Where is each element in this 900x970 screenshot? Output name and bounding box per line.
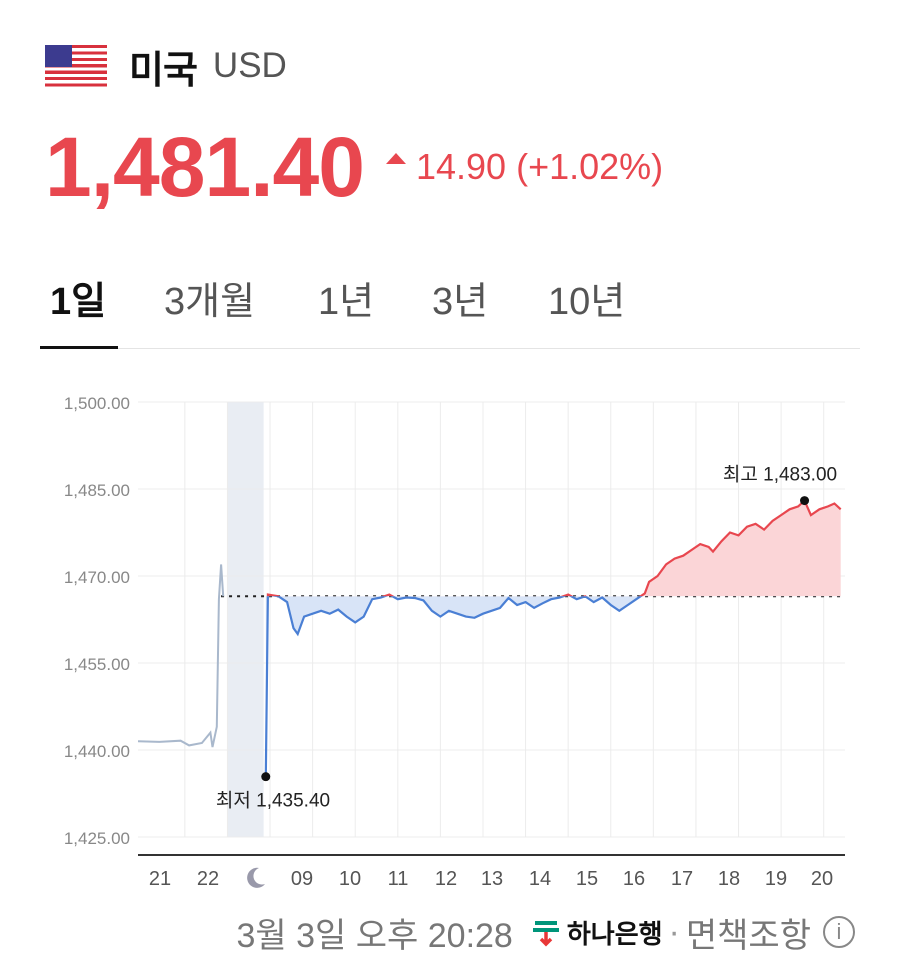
series-today-below xyxy=(264,596,643,777)
quote-row: 1,481.40 14.90 (+1.02%) xyxy=(45,112,663,222)
country-name: 미국 xyxy=(129,47,198,92)
x-tick-label: 13 xyxy=(481,868,503,890)
active-tab-indicator xyxy=(40,346,118,349)
currency-code: USD xyxy=(212,46,287,85)
y-tick-label: 1,455.00 xyxy=(64,655,130,674)
x-tick-label: 12 xyxy=(435,868,457,890)
hana-bank-logo-icon xyxy=(531,917,561,947)
series-previous-session xyxy=(137,564,225,748)
us-flag-icon xyxy=(45,45,107,87)
x-tick-label: 09 xyxy=(291,868,313,890)
bank-logo: 하나은행 xyxy=(531,914,663,951)
footer: 3월 3일 오후 20:28 하나은행 · 면책조항 i xyxy=(236,907,855,957)
exchange-rate-chart: 1,500.00 1,485.00 1,470.00 1,455.00 1,440.00… xyxy=(64,394,845,890)
current-price: 1,481.40 xyxy=(45,119,365,214)
x-tick-label: 22 xyxy=(197,868,219,890)
tab-1d[interactable]: 1일 xyxy=(50,281,107,323)
y-tick-label: 1,485.00 xyxy=(64,481,130,500)
currency-header: 미국 USD xyxy=(45,36,287,96)
disclaimer-link[interactable]: 면책조항 xyxy=(685,916,811,955)
moon-icon xyxy=(247,867,265,888)
x-tick-label: 10 xyxy=(339,868,361,890)
y-tick-label: 1,425.00 xyxy=(64,829,130,848)
bank-name: 하나은행 xyxy=(566,918,663,949)
tab-3y[interactable]: 3년 xyxy=(432,281,489,323)
tab-1y[interactable]: 1년 xyxy=(318,281,375,323)
night-band xyxy=(227,402,264,837)
separator-dot: · xyxy=(668,912,680,951)
low-label: 최저 1,435.40 xyxy=(216,790,330,812)
y-tick-label: 1,440.00 xyxy=(64,742,130,761)
x-tick-label: 19 xyxy=(765,868,787,890)
x-tick-label: 15 xyxy=(576,868,598,890)
x-tick-label: 20 xyxy=(811,868,833,890)
period-tabs: 1일 3개월 1년 3년 10년 xyxy=(40,262,860,349)
tab-10y[interactable]: 10년 xyxy=(548,281,626,323)
low-marker xyxy=(261,772,271,782)
x-tick-label: 14 xyxy=(529,868,551,890)
price-change: 14.90 (+1.02%) xyxy=(415,146,664,187)
up-arrow-icon xyxy=(385,152,406,164)
y-tick-label: 1,470.00 xyxy=(64,568,130,587)
area-below-reference xyxy=(265,596,641,777)
y-tick-label: 1,500.00 xyxy=(64,394,130,413)
high-label: 최고 1,483.00 xyxy=(723,464,837,486)
tab-3m[interactable]: 3개월 xyxy=(164,281,256,323)
info-icon[interactable]: i xyxy=(823,916,855,948)
x-tick-label: 18 xyxy=(718,868,740,890)
x-tick-label: 16 xyxy=(623,868,645,890)
high-marker xyxy=(800,496,810,506)
x-tick-label: 11 xyxy=(388,868,409,890)
area-above-reference xyxy=(265,500,841,597)
update-timestamp: 3월 3일 오후 20:28 xyxy=(236,916,513,955)
series-today-above xyxy=(266,498,842,597)
x-tick-label: 21 xyxy=(149,868,171,890)
x-tick-label: 17 xyxy=(671,868,693,890)
